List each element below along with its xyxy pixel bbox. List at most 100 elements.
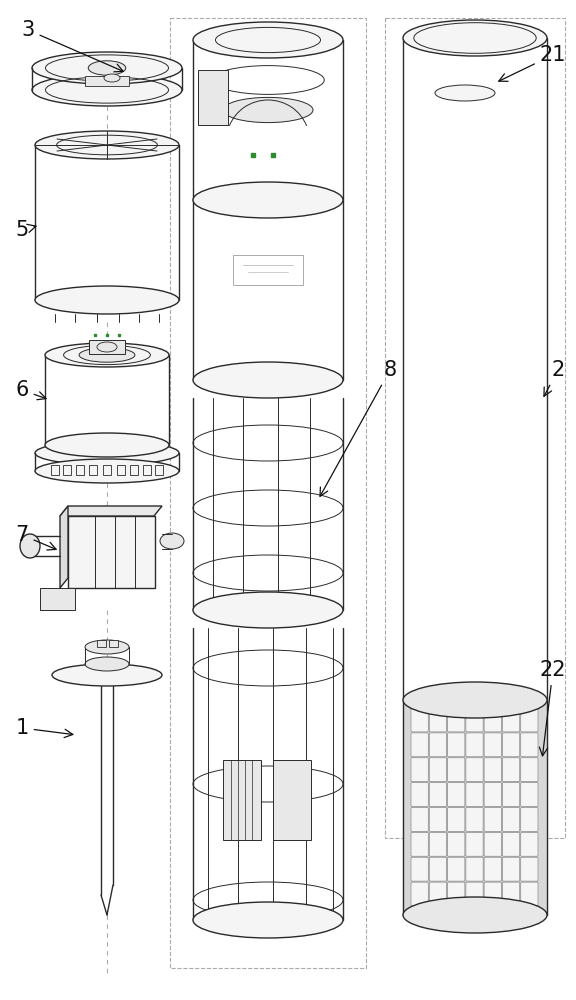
Bar: [68, 516, 155, 588]
FancyBboxPatch shape: [411, 857, 429, 881]
FancyBboxPatch shape: [466, 832, 483, 856]
Bar: [51, 465, 59, 475]
Bar: [117, 465, 125, 475]
FancyBboxPatch shape: [484, 857, 502, 881]
FancyBboxPatch shape: [502, 882, 520, 906]
Ellipse shape: [35, 131, 179, 159]
FancyBboxPatch shape: [448, 882, 465, 906]
FancyBboxPatch shape: [411, 708, 429, 732]
FancyBboxPatch shape: [448, 832, 465, 856]
FancyBboxPatch shape: [466, 882, 483, 906]
Ellipse shape: [85, 657, 129, 671]
FancyBboxPatch shape: [429, 882, 446, 906]
FancyBboxPatch shape: [429, 758, 446, 782]
FancyBboxPatch shape: [466, 708, 483, 732]
Ellipse shape: [193, 592, 343, 628]
Text: 1: 1: [16, 718, 73, 738]
Ellipse shape: [20, 534, 40, 558]
FancyBboxPatch shape: [521, 733, 538, 757]
Ellipse shape: [35, 459, 179, 483]
Text: 5: 5: [16, 220, 36, 240]
Ellipse shape: [193, 22, 343, 58]
Bar: [233, 255, 303, 285]
FancyBboxPatch shape: [466, 857, 483, 881]
FancyBboxPatch shape: [484, 882, 502, 906]
FancyBboxPatch shape: [521, 882, 538, 906]
Text: 8: 8: [320, 360, 396, 496]
FancyBboxPatch shape: [484, 708, 502, 732]
Bar: [89, 340, 125, 354]
FancyBboxPatch shape: [484, 808, 502, 831]
Ellipse shape: [193, 902, 343, 938]
Ellipse shape: [52, 664, 162, 686]
FancyBboxPatch shape: [466, 758, 483, 782]
FancyBboxPatch shape: [521, 857, 538, 881]
Bar: [76, 465, 84, 475]
FancyBboxPatch shape: [521, 832, 538, 856]
Ellipse shape: [435, 85, 495, 101]
Text: 21: 21: [499, 45, 566, 81]
Ellipse shape: [160, 533, 184, 549]
FancyBboxPatch shape: [502, 758, 520, 782]
Ellipse shape: [45, 433, 169, 457]
Ellipse shape: [85, 640, 129, 654]
Bar: [385, 18, 565, 838]
Bar: [63, 465, 71, 475]
FancyBboxPatch shape: [411, 832, 429, 856]
Ellipse shape: [32, 52, 182, 84]
FancyBboxPatch shape: [502, 783, 520, 806]
FancyBboxPatch shape: [466, 808, 483, 831]
Bar: [97, 640, 106, 647]
FancyBboxPatch shape: [502, 808, 520, 831]
FancyBboxPatch shape: [411, 808, 429, 831]
Ellipse shape: [35, 441, 179, 465]
Bar: [170, 18, 366, 968]
FancyBboxPatch shape: [448, 733, 465, 757]
Bar: [85, 76, 129, 86]
Polygon shape: [403, 700, 547, 915]
Bar: [155, 465, 163, 475]
FancyBboxPatch shape: [448, 783, 465, 806]
FancyBboxPatch shape: [448, 758, 465, 782]
Ellipse shape: [403, 897, 547, 933]
FancyBboxPatch shape: [502, 708, 520, 732]
Ellipse shape: [403, 682, 547, 718]
Bar: [89, 465, 97, 475]
FancyBboxPatch shape: [502, 733, 520, 757]
Text: 22: 22: [539, 660, 566, 756]
Ellipse shape: [88, 61, 126, 75]
Ellipse shape: [193, 182, 343, 218]
FancyBboxPatch shape: [521, 808, 538, 831]
FancyBboxPatch shape: [484, 783, 502, 806]
FancyBboxPatch shape: [466, 783, 483, 806]
FancyBboxPatch shape: [448, 857, 465, 881]
FancyBboxPatch shape: [429, 857, 446, 881]
Ellipse shape: [193, 362, 343, 398]
Bar: [273, 760, 311, 840]
FancyBboxPatch shape: [448, 708, 465, 732]
Text: 2: 2: [544, 360, 564, 396]
FancyBboxPatch shape: [521, 758, 538, 782]
Text: 7: 7: [16, 525, 56, 550]
Bar: [103, 465, 111, 475]
FancyBboxPatch shape: [521, 783, 538, 806]
FancyBboxPatch shape: [411, 783, 429, 806]
Text: 3: 3: [21, 20, 123, 72]
FancyBboxPatch shape: [466, 733, 483, 757]
Bar: [130, 465, 138, 475]
FancyBboxPatch shape: [521, 708, 538, 732]
Text: 6: 6: [16, 380, 46, 400]
FancyBboxPatch shape: [411, 758, 429, 782]
Bar: [109, 640, 118, 647]
FancyBboxPatch shape: [429, 708, 446, 732]
FancyBboxPatch shape: [502, 857, 520, 881]
Ellipse shape: [104, 74, 120, 82]
FancyBboxPatch shape: [429, 832, 446, 856]
FancyBboxPatch shape: [411, 733, 429, 757]
FancyBboxPatch shape: [429, 733, 446, 757]
FancyBboxPatch shape: [484, 733, 502, 757]
FancyBboxPatch shape: [429, 808, 446, 831]
FancyBboxPatch shape: [484, 758, 502, 782]
FancyBboxPatch shape: [411, 882, 429, 906]
Bar: [143, 465, 151, 475]
